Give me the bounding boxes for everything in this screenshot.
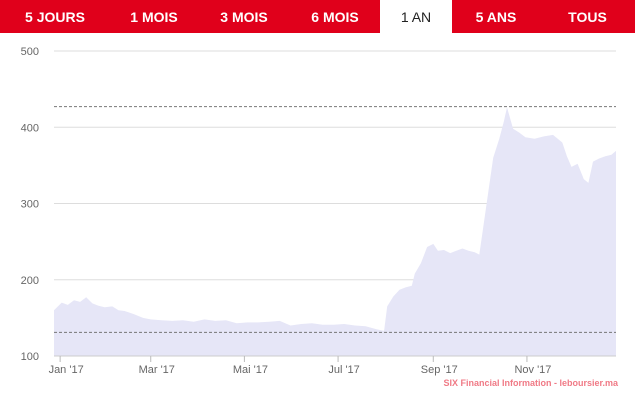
x-tick-label: Jan '17 (49, 364, 84, 376)
y-tick-label: 200 (21, 275, 39, 287)
x-tick-label: Nov '17 (514, 364, 551, 376)
tab-tous[interactable]: TOUS (540, 0, 635, 33)
price-area (54, 107, 616, 357)
tab-5-ans[interactable]: 5 ANS (452, 0, 540, 33)
tab-3-mois[interactable]: 3 MOIS (198, 0, 290, 33)
y-tick-label: 300 (21, 199, 39, 211)
x-tick-label: Jul '17 (328, 364, 359, 376)
price-chart: 100 200 300 400 500 Jan '17 Mar '17 Mai '17 Jul… (21, 46, 619, 388)
x-axis: Jan '17 Mar '17 Mai '17 Jul '17 Sep '17 Nov '… (49, 355, 616, 376)
x-tick-label: Mai '17 (233, 364, 268, 376)
x-tick-label: Sep '17 (421, 364, 458, 376)
y-tick-label: 400 (21, 122, 39, 134)
tab-5-jours[interactable]: 5 JOURS (0, 0, 110, 33)
y-tick-label: 100 (21, 351, 39, 363)
reference-lines (54, 106, 616, 333)
data-credit: SIX Financial Information - leboursier.m… (443, 378, 619, 388)
tab-1-mois[interactable]: 1 MOIS (110, 0, 198, 33)
tab-1-an[interactable]: 1 AN (380, 0, 452, 33)
range-tabs: 5 JOURS 1 MOIS 3 MOIS 6 MOIS 1 AN 5 ANS … (0, 0, 635, 33)
x-tick-label: Mar '17 (139, 364, 175, 376)
tab-6-mois[interactable]: 6 MOIS (290, 0, 380, 33)
y-tick-label: 500 (21, 46, 39, 58)
y-axis: 100 200 300 400 500 (21, 46, 39, 363)
area-series (54, 107, 616, 357)
